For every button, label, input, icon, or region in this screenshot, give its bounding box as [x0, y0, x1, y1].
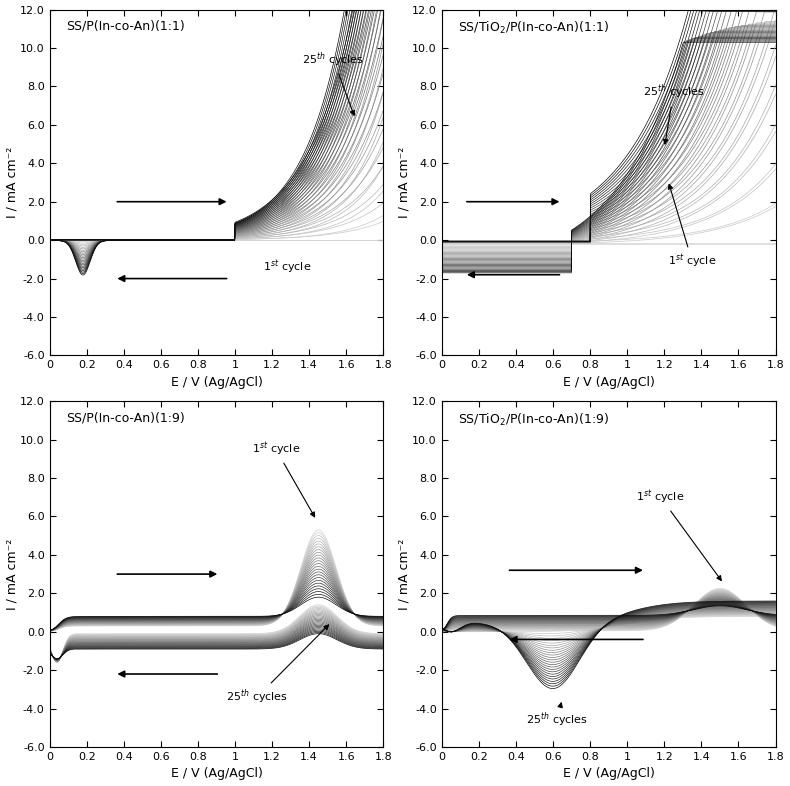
Y-axis label: I / mA cm⁻²: I / mA cm⁻² [398, 538, 411, 610]
Y-axis label: I / mA cm⁻²: I / mA cm⁻² [6, 538, 18, 610]
X-axis label: E / V (Ag/AgCl): E / V (Ag/AgCl) [562, 376, 655, 389]
X-axis label: E / V (Ag/AgCl): E / V (Ag/AgCl) [562, 767, 655, 780]
Text: 1$^{st}$ cycle: 1$^{st}$ cycle [637, 488, 721, 580]
Text: 25$^{th}$ cycles: 25$^{th}$ cycles [303, 50, 364, 116]
Text: 25$^{th}$ cycles: 25$^{th}$ cycles [226, 625, 329, 707]
Text: SS/P(In-co-An)(1:9): SS/P(In-co-An)(1:9) [66, 412, 185, 424]
Text: 25$^{th}$ cycles: 25$^{th}$ cycles [642, 83, 705, 144]
Text: SS/TiO$_2$/P(In-co-An)(1:9): SS/TiO$_2$/P(In-co-An)(1:9) [458, 412, 609, 428]
Y-axis label: I / mA cm⁻²: I / mA cm⁻² [6, 147, 18, 218]
Text: SS/TiO$_2$/P(In-co-An)(1:1): SS/TiO$_2$/P(In-co-An)(1:1) [458, 20, 609, 36]
X-axis label: E / V (Ag/AgCl): E / V (Ag/AgCl) [171, 767, 262, 780]
Y-axis label: I / mA cm⁻²: I / mA cm⁻² [398, 147, 411, 218]
X-axis label: E / V (Ag/AgCl): E / V (Ag/AgCl) [171, 376, 262, 389]
Text: 25$^{th}$ cycles: 25$^{th}$ cycles [525, 703, 588, 729]
Text: SS/P(In-co-An)(1:1): SS/P(In-co-An)(1:1) [66, 20, 185, 33]
Text: 1$^{st}$ cycle: 1$^{st}$ cycle [668, 185, 717, 270]
Text: 1$^{st}$ cycle: 1$^{st}$ cycle [263, 258, 311, 276]
Text: 1$^{st}$ cycle: 1$^{st}$ cycle [252, 440, 314, 517]
